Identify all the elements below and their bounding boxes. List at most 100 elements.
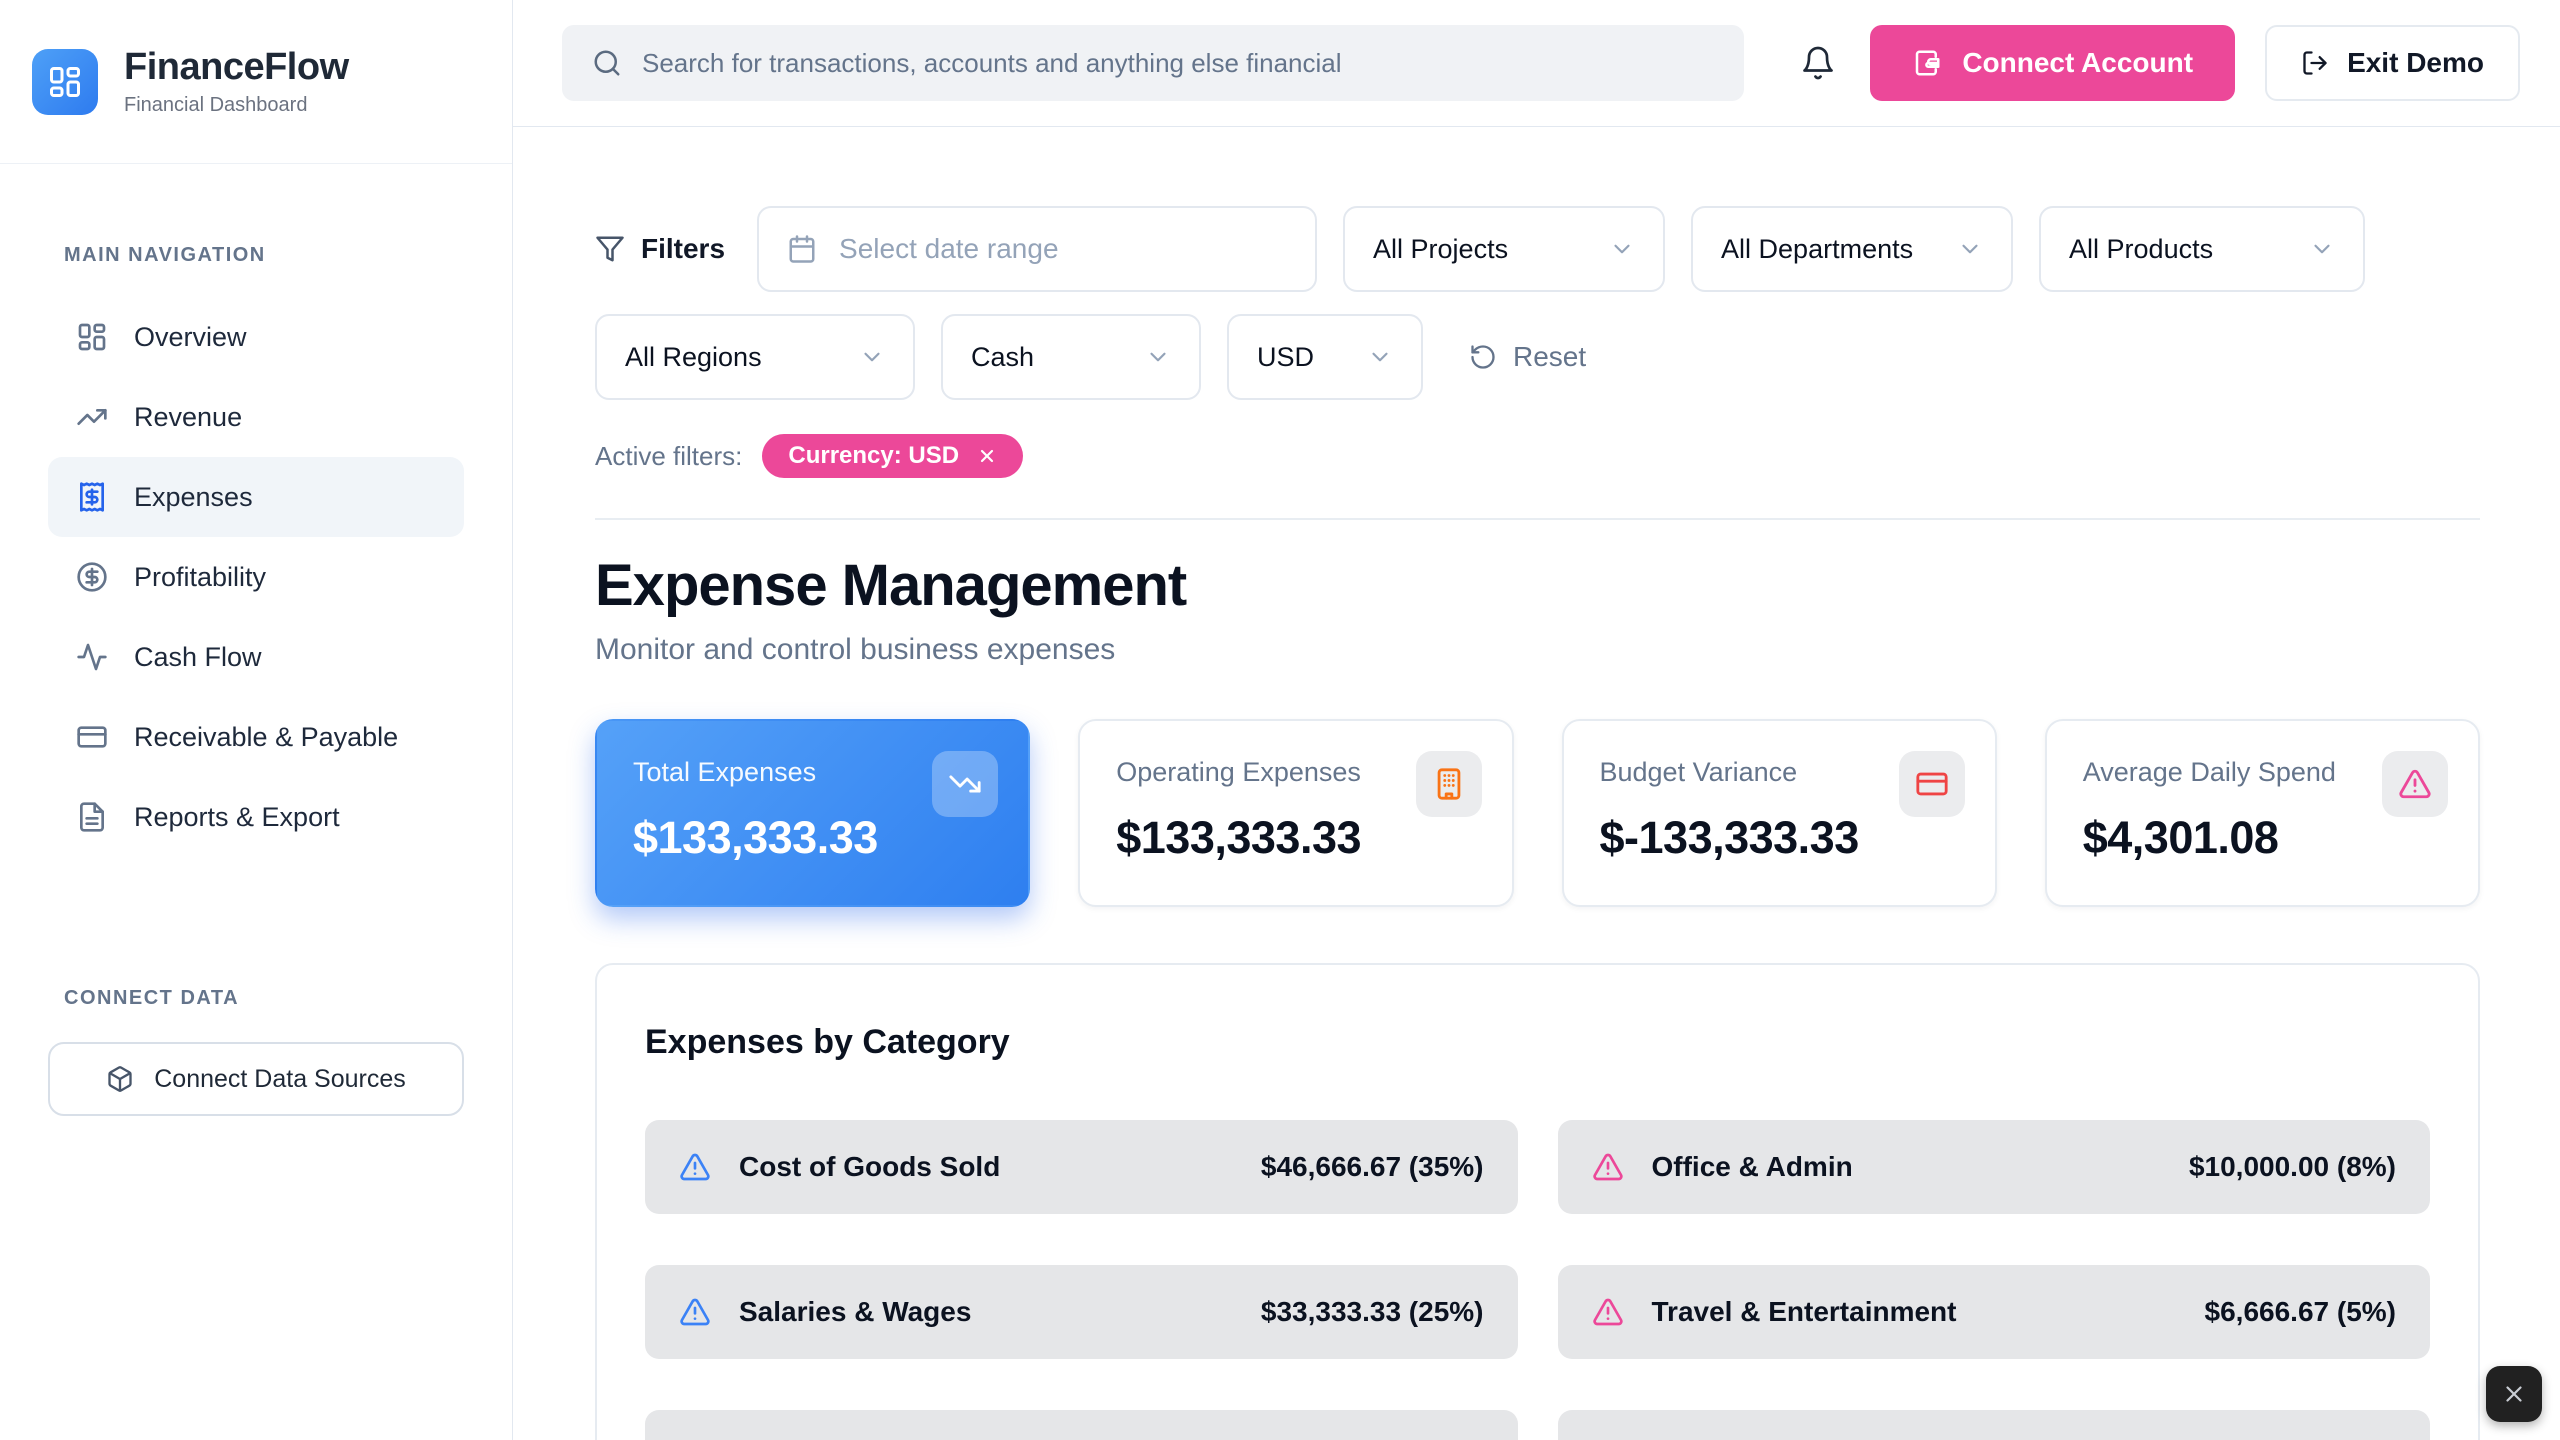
category-row-office-admin: Office & Admin $10,000.00 (8%) bbox=[1557, 1120, 2430, 1214]
sidebar: FinanceFlow Financial Dashboard MAIN NAV… bbox=[0, 0, 513, 1440]
date-range-input[interactable]: Select date range bbox=[757, 206, 1318, 292]
category-row-professional-services: Professional Services $3,333.33 (3%) bbox=[1557, 1410, 2430, 1440]
connect-button-label: Connect Data Sources bbox=[154, 1064, 406, 1093]
category-row-cost-of-goods-sold: Cost of Goods Sold $46,666.67 (35%) bbox=[645, 1120, 1518, 1214]
brand-text: FinanceFlow Financial Dashboard bbox=[124, 46, 349, 117]
stat-value: $133,333.33 bbox=[633, 812, 878, 863]
stat-card-total-expenses[interactable]: Total Expenses $133,333.33 bbox=[595, 719, 1031, 907]
currency-dropdown[interactable]: USD bbox=[1227, 314, 1423, 400]
filters-row-1: Filters Select date range All Projects A… bbox=[595, 206, 2480, 292]
category-name: Office & Admin bbox=[1651, 1151, 1853, 1182]
alert-triangle-icon bbox=[1592, 1151, 1624, 1183]
dashboard-grid-icon bbox=[76, 321, 108, 353]
topbar: Connect Account Exit Demo bbox=[513, 0, 2560, 127]
exit-demo-button[interactable]: Exit Demo bbox=[2265, 25, 2520, 101]
demo-close-button[interactable] bbox=[2486, 1366, 2542, 1422]
dashboard-grid-icon bbox=[47, 64, 83, 100]
connect-data-header: CONNECT DATA bbox=[64, 987, 240, 1009]
products-dropdown[interactable]: All Products bbox=[2039, 206, 2366, 292]
reset-label: Reset bbox=[1513, 341, 1587, 372]
chevron-down-icon bbox=[1957, 236, 1983, 262]
funnel-icon bbox=[595, 234, 625, 264]
x-icon[interactable] bbox=[977, 446, 997, 466]
filters-row-2: All Regions Cash USD Reset bbox=[595, 314, 2480, 400]
category-row-salaries-wages: Salaries & Wages $33,333.33 (25%) bbox=[645, 1265, 1518, 1359]
chip-label: Currency: USD bbox=[788, 442, 960, 469]
app-title: FinanceFlow bbox=[124, 46, 349, 88]
category-name: Salaries & Wages bbox=[739, 1296, 972, 1327]
credit-card-icon bbox=[1915, 767, 1949, 801]
category-name: Cost of Goods Sold bbox=[739, 1151, 1001, 1182]
sidebar-item-cash-flow[interactable]: Cash Flow bbox=[48, 617, 464, 697]
sidebar-item-receivable-payable[interactable]: Receivable & Payable bbox=[48, 697, 464, 777]
search-bar[interactable] bbox=[562, 25, 1744, 101]
stat-icon-chip bbox=[932, 751, 999, 817]
connect-data-sources-button[interactable]: Connect Data Sources bbox=[48, 1042, 464, 1116]
active-filters-label: Active filters: bbox=[595, 440, 743, 471]
sidebar-item-label: Cash Flow bbox=[134, 641, 262, 672]
page-subtitle: Monitor and control business expenses bbox=[595, 633, 1116, 666]
connect-account-button[interactable]: Connect Account bbox=[1870, 25, 2236, 101]
sidebar-item-label: Expenses bbox=[134, 481, 253, 512]
category-row-marketing: Marketing $20,000.00 (15%) bbox=[645, 1410, 1518, 1440]
category-value: $10,000.00 (8%) bbox=[2188, 1151, 2396, 1182]
app-logo bbox=[32, 48, 98, 115]
stat-label: Operating Expenses bbox=[1116, 757, 1361, 787]
alert-triangle-icon bbox=[679, 1151, 711, 1183]
stat-card-budget-variance[interactable]: Budget Variance $-133,333.33 bbox=[1561, 719, 1997, 907]
chevron-down-icon bbox=[1145, 344, 1171, 370]
category-value: $33,333.33 (25%) bbox=[1260, 1296, 1484, 1327]
reset-filters-button[interactable]: Reset bbox=[1469, 341, 1586, 373]
file-text-icon bbox=[76, 801, 108, 833]
brand: FinanceFlow Financial Dashboard bbox=[0, 0, 512, 164]
search-input[interactable] bbox=[642, 47, 1714, 79]
stat-icon-chip bbox=[2382, 751, 2448, 817]
sidebar-item-overview[interactable]: Overview bbox=[48, 297, 464, 377]
notifications-button[interactable] bbox=[1796, 41, 1840, 85]
filters-label: Filters bbox=[595, 233, 725, 265]
stat-icon-chip bbox=[1415, 751, 1482, 817]
rotate-ccw-icon bbox=[1469, 343, 1497, 371]
alert-triangle-icon bbox=[1592, 1296, 1624, 1328]
stat-label: Budget Variance bbox=[1599, 757, 1798, 787]
trending-up-icon bbox=[76, 401, 108, 433]
category-list: Cost of Goods Sold $46,666.67 (35%) Sala… bbox=[645, 1120, 2430, 1440]
page-title: Expense Management bbox=[595, 553, 1187, 618]
stat-card-average-daily-spend[interactable]: Average Daily Spend $4,301.08 bbox=[2044, 719, 2480, 907]
regions-dropdown-value: All Regions bbox=[625, 341, 762, 372]
sidebar-item-expenses[interactable]: Expenses bbox=[48, 457, 464, 537]
departments-dropdown-value: All Departments bbox=[1721, 233, 1914, 264]
category-row-travel-entertainment: Travel & Entertainment $6,666.67 (5%) bbox=[1557, 1265, 2430, 1359]
alert-triangle-icon bbox=[679, 1296, 711, 1328]
regions-dropdown[interactable]: All Regions bbox=[595, 314, 915, 400]
section-divider bbox=[595, 518, 2480, 520]
accounting-basis-dropdown[interactable]: Cash bbox=[941, 314, 1201, 400]
expenses-by-category-card: Expenses by Category Cost of Goods Sold … bbox=[595, 963, 2480, 1440]
active-filter-chip-currency[interactable]: Currency: USD bbox=[762, 434, 1024, 478]
sidebar-item-label: Reports & Export bbox=[134, 801, 340, 832]
projects-dropdown-value: All Projects bbox=[1373, 233, 1509, 264]
building-icon bbox=[1432, 767, 1466, 801]
sidebar-item-profitability[interactable]: Profitability bbox=[48, 537, 464, 617]
active-filters-row: Active filters: Currency: USD bbox=[595, 434, 2480, 478]
search-icon bbox=[592, 48, 622, 78]
category-name: Travel & Entertainment bbox=[1651, 1296, 1957, 1327]
nav-section-header: MAIN NAVIGATION bbox=[64, 244, 266, 266]
departments-dropdown[interactable]: All Departments bbox=[1691, 206, 2014, 292]
stat-card-operating-expenses[interactable]: Operating Expenses $133,333.33 bbox=[1078, 719, 1514, 907]
stat-value: $4,301.08 bbox=[2082, 812, 2279, 863]
stat-value: $-133,333.33 bbox=[1599, 812, 1860, 863]
products-dropdown-value: All Products bbox=[2069, 233, 2214, 264]
date-range-placeholder: Select date range bbox=[839, 233, 1059, 264]
sidebar-item-revenue[interactable]: Revenue bbox=[48, 377, 464, 457]
accounting-basis-value: Cash bbox=[971, 341, 1035, 372]
stat-value: $133,333.33 bbox=[1116, 812, 1361, 863]
sidebar-item-reports-export[interactable]: Reports & Export bbox=[48, 777, 464, 857]
expenses-by-category-title: Expenses by Category bbox=[645, 1023, 1010, 1061]
main-content: Filters Select date range All Projects A… bbox=[513, 127, 2560, 1440]
calendar-icon bbox=[787, 234, 817, 264]
trending-down-icon bbox=[948, 767, 982, 801]
filters-label-text: Filters bbox=[641, 233, 726, 264]
projects-dropdown[interactable]: All Projects bbox=[1343, 206, 1666, 292]
stat-cards: Total Expenses $133,333.33 Operating Exp… bbox=[595, 719, 2480, 907]
